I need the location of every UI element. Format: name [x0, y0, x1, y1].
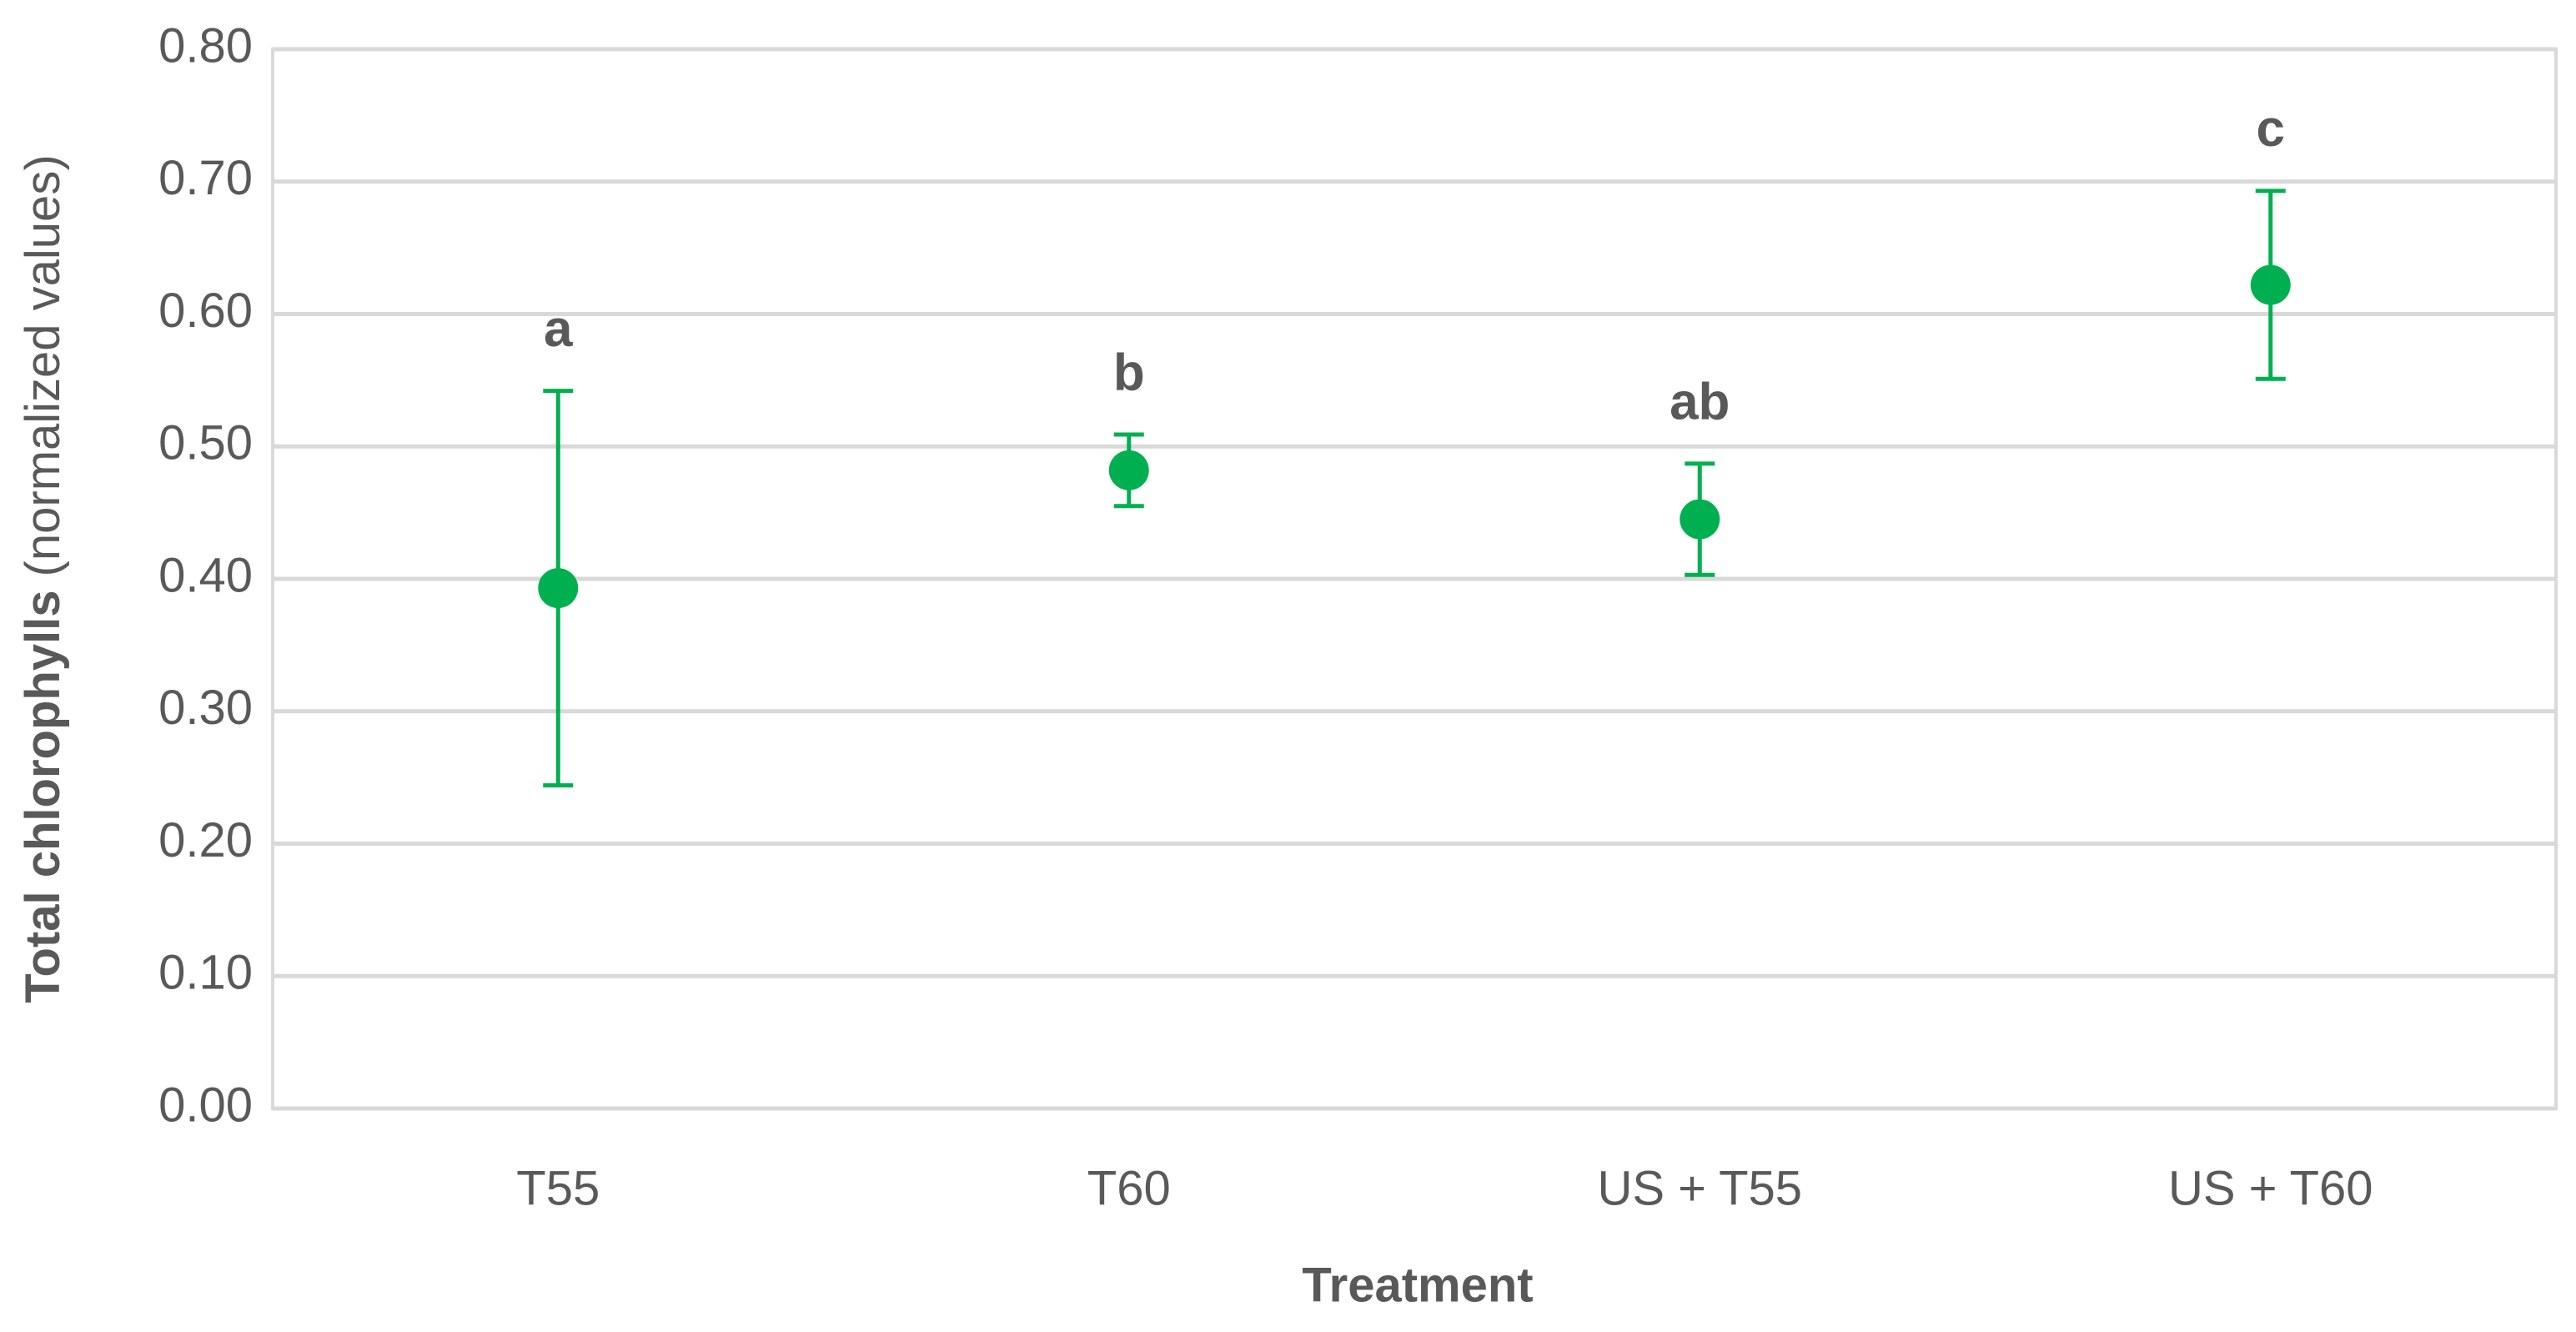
- y-tick-label: 0.70: [158, 151, 253, 205]
- plot-frame: [271, 48, 2558, 1110]
- annotation: a: [544, 300, 573, 358]
- y-tick-label: 0.20: [158, 813, 253, 867]
- y-axis-label-bold: Total chlorophylls: [16, 590, 70, 1003]
- y-tick-label: 0.30: [158, 681, 253, 735]
- y-tick-label: 0.80: [158, 18, 253, 73]
- x-tick-label: T55: [516, 1161, 600, 1215]
- y-tick-label: 0.40: [158, 548, 253, 602]
- y-axis-label: Total chlorophylls (normalized values): [16, 154, 70, 1003]
- x-tick-label: US + T55: [1597, 1161, 1802, 1215]
- point: [2250, 264, 2291, 305]
- y-axis-label-normal: (normalized values): [16, 154, 70, 576]
- annotation: ab: [1670, 373, 1730, 430]
- point: [1680, 499, 1720, 540]
- annotation: c: [2257, 100, 2285, 158]
- x-tick-label: US + T60: [2168, 1161, 2373, 1215]
- point: [538, 568, 579, 609]
- point: [1108, 450, 1149, 490]
- annotation: b: [1113, 344, 1145, 401]
- x-axis-label: Treatment: [1302, 1258, 1533, 1312]
- y-tick-label: 0.60: [158, 284, 253, 338]
- y-tick-label: 0.00: [158, 1078, 253, 1132]
- y-tick-label: 0.50: [158, 416, 253, 470]
- x-tick-label: T60: [1087, 1161, 1171, 1215]
- y-tick-label: 0.10: [158, 946, 253, 1000]
